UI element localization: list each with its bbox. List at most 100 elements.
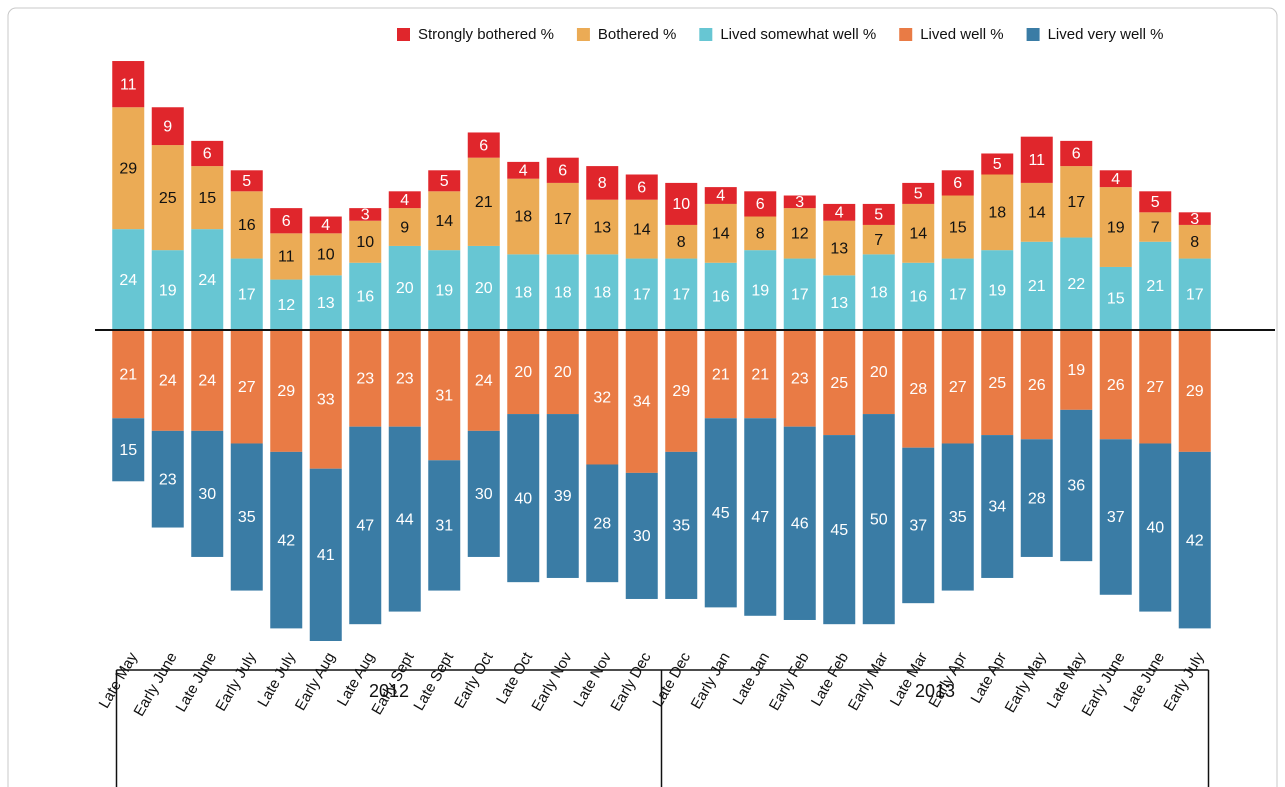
x-tick-label: Early Aug — [292, 649, 339, 713]
bar-segment — [230, 170, 263, 192]
value-label: 17 — [633, 286, 651, 303]
bar-segment — [862, 330, 895, 415]
value-label: 4 — [716, 188, 725, 205]
bar-segment — [625, 174, 658, 200]
value-label: 21 — [475, 194, 493, 211]
value-label: 20 — [554, 364, 572, 381]
value-label: 5 — [1151, 194, 1160, 211]
bar-segment — [112, 418, 145, 482]
value-label: 26 — [1107, 377, 1125, 394]
bar-segment — [783, 208, 816, 259]
bar-segment — [467, 157, 500, 246]
bar-segment — [704, 203, 737, 263]
value-label: 23 — [356, 371, 374, 388]
bar-segment — [309, 330, 342, 469]
bar-segment — [151, 330, 184, 431]
bar-segment — [388, 330, 421, 427]
value-label: 18 — [554, 284, 572, 301]
bar-segment — [1099, 266, 1132, 330]
value-label: 19 — [988, 282, 1006, 299]
value-label: 17 — [238, 286, 256, 303]
value-label: 4 — [835, 205, 844, 222]
bar-segment — [349, 330, 382, 427]
bar-segment — [744, 191, 777, 217]
bar-segment — [744, 250, 777, 330]
value-label: 16 — [238, 217, 256, 234]
bar-segment — [309, 216, 342, 234]
bar-segment — [349, 208, 382, 221]
bar-segment — [902, 203, 935, 263]
bar-segment — [941, 170, 974, 196]
value-label: 6 — [558, 163, 567, 180]
value-label: 34 — [988, 499, 1006, 516]
bar-segment — [230, 258, 263, 330]
x-tick-label: Early Oct — [451, 649, 497, 712]
value-label: 24 — [159, 373, 177, 390]
bar-segment — [586, 199, 619, 255]
bar-segment — [1020, 330, 1053, 440]
bar-segment — [902, 262, 935, 330]
value-label: 6 — [479, 137, 488, 154]
bar-segment — [783, 258, 816, 330]
bar-segment — [744, 418, 777, 616]
value-label: 26 — [1028, 377, 1046, 394]
value-label: 6 — [203, 146, 212, 163]
value-label: 15 — [119, 442, 137, 459]
bar-segment — [586, 464, 619, 583]
value-label: 29 — [672, 383, 690, 400]
value-label: 6 — [637, 179, 646, 196]
bar-segment — [981, 250, 1014, 330]
value-label: 7 — [1151, 219, 1160, 236]
value-label: 21 — [712, 366, 730, 383]
bar-segment — [388, 191, 421, 209]
value-label: 24 — [198, 272, 216, 289]
bar-segment — [1060, 237, 1093, 330]
value-label: 4 — [519, 163, 528, 180]
bar-segment — [704, 187, 737, 204]
bar-segment — [151, 145, 184, 251]
bar-segment — [783, 195, 816, 209]
bar-segment — [230, 443, 263, 591]
value-label: 29 — [119, 160, 137, 177]
value-label: 24 — [119, 272, 137, 289]
value-label: 5 — [914, 186, 923, 203]
bar-segment — [112, 330, 145, 419]
bar-segment — [349, 262, 382, 330]
bar-segment — [625, 199, 658, 259]
value-label: 50 — [870, 511, 888, 528]
value-label: 18 — [593, 284, 611, 301]
value-label: 21 — [751, 366, 769, 383]
value-label: 23 — [791, 371, 809, 388]
bar-segment — [862, 254, 895, 330]
value-label: 20 — [514, 364, 532, 381]
bar-segment — [704, 262, 737, 330]
bar-segment — [546, 157, 579, 183]
value-label: 6 — [756, 196, 765, 213]
bar-segment — [546, 414, 579, 578]
value-label: 27 — [949, 379, 967, 396]
value-label: 11 — [120, 76, 137, 93]
value-label: 28 — [593, 516, 611, 533]
value-label: 6 — [953, 175, 962, 192]
value-label: 8 — [1190, 234, 1199, 251]
value-label: 37 — [1107, 509, 1125, 526]
bar-segment — [665, 182, 698, 225]
value-label: 6 — [1072, 146, 1081, 163]
legend-label: Lived well % — [920, 26, 1003, 43]
value-label: 30 — [475, 486, 493, 503]
value-label: 21 — [119, 366, 137, 383]
value-label: 5 — [993, 156, 1002, 173]
value-label: 9 — [163, 118, 172, 135]
bar-segment — [467, 330, 500, 431]
value-label: 47 — [751, 509, 769, 526]
bar-segment — [1020, 182, 1053, 242]
value-label: 7 — [874, 232, 883, 249]
bar-segment — [230, 191, 263, 259]
bar-segment — [981, 435, 1014, 578]
value-label: 8 — [598, 175, 607, 192]
bar-segment — [270, 330, 303, 452]
bar-segment — [862, 224, 895, 255]
value-label: 47 — [356, 518, 374, 535]
bar-segment — [902, 330, 935, 448]
bar-segment — [981, 153, 1014, 175]
